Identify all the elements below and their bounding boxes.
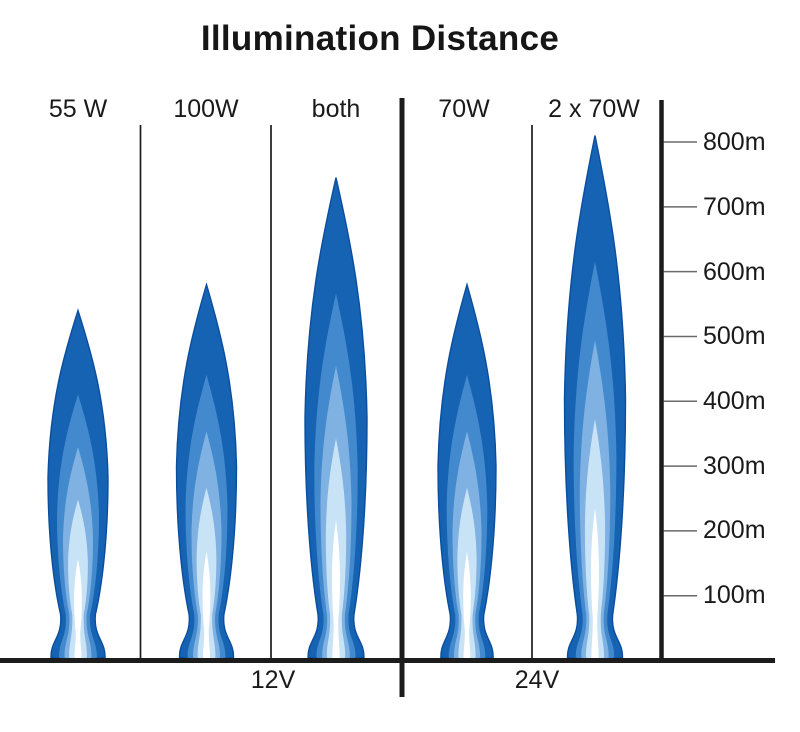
beam-100w bbox=[175, 282, 238, 660]
column-label-both: both bbox=[311, 95, 361, 123]
group-label-12v: 12V bbox=[250, 666, 296, 694]
beam-55-w-layer-white-core bbox=[74, 559, 82, 659]
axis-tick-label-400m: 400m bbox=[703, 387, 766, 415]
column-label-2x70w: 2 x 70W bbox=[548, 95, 640, 123]
column-label-100w: 100W bbox=[173, 95, 239, 123]
beam-both-layer-white-core bbox=[332, 520, 340, 659]
column-label-70w: 70W bbox=[438, 95, 490, 123]
axis-tick-label-600m: 600m bbox=[703, 258, 766, 286]
beam-both bbox=[304, 177, 368, 660]
beam-55-w bbox=[47, 308, 109, 660]
beam-70w-layer-white-core bbox=[463, 551, 471, 659]
axis-tick-label-100m: 100m bbox=[703, 581, 766, 609]
beam-70w bbox=[437, 282, 497, 660]
beam-2-x-70w-layer-white-core bbox=[591, 508, 599, 659]
group-label-24v: 24V bbox=[514, 666, 560, 694]
axis-tick-label-500m: 500m bbox=[703, 322, 766, 350]
page-title: Illumination Distance bbox=[200, 19, 560, 58]
axis-tick-label-200m: 200m bbox=[703, 516, 766, 544]
beam-100w-layer-white-core bbox=[202, 551, 211, 659]
beam-2-x-70w bbox=[563, 135, 627, 660]
column-label-55w: 55 W bbox=[48, 95, 108, 123]
axis-tick-label-700m: 700m bbox=[703, 193, 766, 221]
axis-tick-label-800m: 800m bbox=[703, 128, 766, 156]
axis-tick-label-300m: 300m bbox=[703, 452, 766, 480]
